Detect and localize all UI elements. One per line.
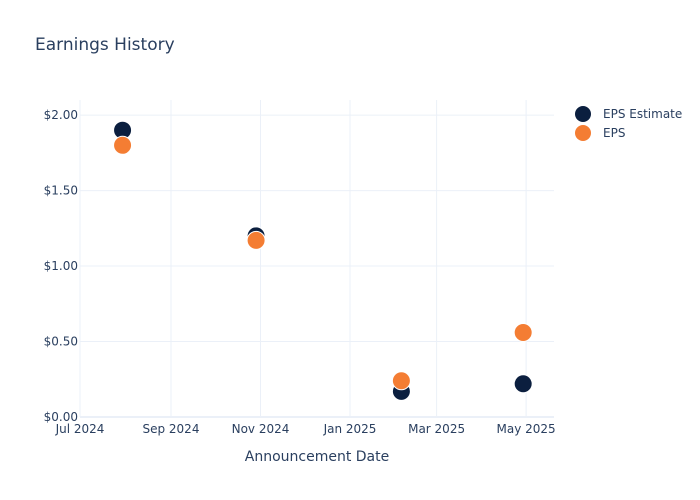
x-tick-label: Jul 2024 <box>55 422 105 436</box>
data-point <box>391 371 411 391</box>
x-tick-label: May 2025 <box>497 422 556 436</box>
data-point <box>246 230 266 250</box>
legend-marker <box>575 125 591 141</box>
legend-marker <box>575 106 591 122</box>
y-tick-label: $0.00 <box>44 410 78 424</box>
y-tick-label: $2.00 <box>44 108 78 122</box>
x-tick-label: Mar 2025 <box>408 422 465 436</box>
data-points <box>113 120 533 401</box>
series-eps <box>113 135 533 391</box>
y-tick-label: $1.50 <box>44 184 78 198</box>
legend-item[interactable]: EPS Estimate <box>575 106 682 122</box>
x-tick-label: Nov 2024 <box>232 422 290 436</box>
grid <box>79 100 554 417</box>
x-tick-label: Jan 2025 <box>323 422 377 436</box>
data-point <box>513 374 533 394</box>
legend-label: EPS <box>603 126 625 140</box>
x-tick-labels: Jul 2024 Sep 2024 Nov 2024 Jan 2025 Mar 2025… <box>55 422 556 436</box>
legend-item[interactable]: EPS <box>575 125 625 141</box>
data-point <box>113 135 133 155</box>
chart-title: Earnings History <box>35 35 175 55</box>
x-axis-title: Announcement Date <box>245 449 389 465</box>
data-point <box>513 322 533 342</box>
y-tick-labels: $0.00 $0.50 $1.00 $1.50 $2.00 <box>44 108 78 424</box>
y-tick-label: $0.50 <box>44 335 78 349</box>
legend-label: EPS Estimate <box>603 107 682 121</box>
y-tick-label: $1.00 <box>44 259 78 273</box>
x-tick-label: Sep 2024 <box>142 422 199 436</box>
legend: EPS Estimate EPS <box>575 106 682 141</box>
